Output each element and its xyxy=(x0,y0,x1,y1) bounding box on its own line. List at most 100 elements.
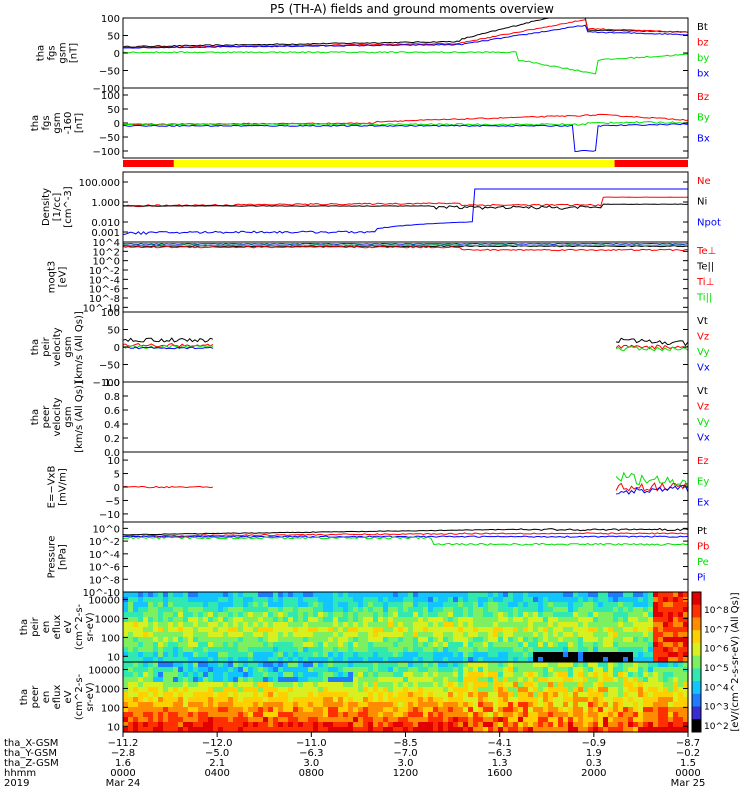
spectrogram-cell xyxy=(573,647,579,653)
spectrogram-cell xyxy=(583,617,589,623)
colorbar-cell xyxy=(692,668,701,682)
spectrogram-cell xyxy=(253,727,259,733)
spectrogram-cell xyxy=(373,592,379,598)
spectrogram-cell xyxy=(483,702,489,708)
spectrogram-cell xyxy=(353,692,359,698)
spectrogram-cell xyxy=(683,707,689,713)
spectrogram-cell xyxy=(188,642,194,648)
spectrogram-cell xyxy=(498,602,504,608)
spectrogram-cell xyxy=(538,652,544,658)
spectrogram-cell xyxy=(378,717,384,723)
spectrogram-cell xyxy=(213,632,219,638)
spectrogram-cell xyxy=(648,677,654,683)
spectrogram-cell xyxy=(503,637,509,643)
spectrogram-cell xyxy=(463,647,469,653)
x-tick-label: 1600 xyxy=(487,768,512,779)
spectrogram-cell xyxy=(583,607,589,613)
spectrogram-cell xyxy=(303,652,309,658)
spectrogram-cell xyxy=(638,657,644,663)
spectrogram-cell xyxy=(658,627,664,633)
spectrogram-cell xyxy=(623,617,629,623)
spectrogram-cell xyxy=(123,707,129,713)
spectrogram-cell xyxy=(383,612,389,618)
spectrogram-cell xyxy=(253,637,259,643)
spectrogram-cell xyxy=(468,692,474,698)
legend-Vt: Vt xyxy=(697,386,708,397)
y-tick-label: 50 xyxy=(107,105,120,116)
spectrogram-cell xyxy=(143,672,149,678)
spectrogram-cell xyxy=(223,622,229,628)
spectrogram-cell xyxy=(643,647,649,653)
spectrogram-cell xyxy=(163,602,169,608)
spectrogram-cell xyxy=(498,647,504,653)
spectrogram-cell xyxy=(528,722,534,728)
spectrogram-cell xyxy=(518,662,524,668)
spectrogram-cell xyxy=(608,687,614,693)
spectrogram-cell xyxy=(243,677,249,683)
spectrogram-cell xyxy=(148,632,154,638)
spectrogram-cell xyxy=(183,642,189,648)
spectrogram-cell xyxy=(633,682,639,688)
spectrogram-cell xyxy=(183,677,189,683)
spectrogram-cell xyxy=(208,597,214,603)
spectrogram-cell xyxy=(473,597,479,603)
spectrogram-cell xyxy=(498,642,504,648)
spectrogram-cell xyxy=(393,607,399,613)
spectrogram-cell xyxy=(358,597,364,603)
colorbar-cell xyxy=(692,642,701,657)
spectrogram-cell xyxy=(588,727,594,733)
spectrogram-cell xyxy=(213,717,219,723)
spectrogram-cell xyxy=(458,697,464,703)
spectrogram-cell xyxy=(643,672,649,678)
colorbar-cell xyxy=(692,592,701,606)
spectrogram-cell xyxy=(468,622,474,628)
spectrogram-cell xyxy=(288,692,294,698)
spectrogram-cell xyxy=(678,667,684,673)
y-axis-label: [km/s (All Qs)] xyxy=(74,381,85,453)
spectrogram-cell xyxy=(553,662,559,668)
spectrogram-cell xyxy=(373,652,379,658)
spectrogram-cell xyxy=(268,622,274,628)
spectrogram-cell xyxy=(393,642,399,648)
spectrogram-cell xyxy=(603,612,609,618)
spectrogram-cell xyxy=(513,717,519,723)
y-axis-label: gsm xyxy=(63,336,74,357)
spectrogram-cell xyxy=(138,672,144,678)
spectrogram-cell xyxy=(313,602,319,608)
spectrogram-cell xyxy=(263,657,269,663)
spectrogram-cell xyxy=(248,717,254,723)
spectrogram-cell xyxy=(253,617,259,623)
spectrogram-cell xyxy=(648,722,654,728)
spectrogram-cell xyxy=(138,677,144,683)
spectrogram-cell xyxy=(628,607,634,613)
spectrogram-cell xyxy=(613,632,619,638)
spectrogram-cell xyxy=(143,662,149,668)
spectrogram-cell xyxy=(473,702,479,708)
spectrogram-cell xyxy=(528,597,534,603)
spectrogram-cell xyxy=(528,622,534,628)
legend-Vz: Vz xyxy=(697,332,709,343)
spectrogram-cell xyxy=(198,722,204,728)
spectrogram-cell xyxy=(228,682,234,688)
spectrogram-cell xyxy=(303,612,309,618)
spectrogram-cell xyxy=(258,697,264,703)
spectrogram-cell xyxy=(143,627,149,633)
spectrogram-cell xyxy=(143,632,149,638)
spectrogram-cell xyxy=(318,687,324,693)
colorbar-tick-label: 10^3 xyxy=(704,703,729,713)
spectrogram-cell xyxy=(498,672,504,678)
spectrogram-cell xyxy=(293,632,299,638)
spectrogram-cell xyxy=(168,662,174,668)
spectrogram-cell xyxy=(178,607,184,613)
spectrogram-cell xyxy=(428,642,434,648)
spectrogram-cell xyxy=(538,672,544,678)
spectrogram-cell xyxy=(178,597,184,603)
spectrogram-cell xyxy=(478,602,484,608)
spectrogram-cell xyxy=(508,727,514,733)
spectrogram-cell xyxy=(223,722,229,728)
spectrogram-cell xyxy=(473,697,479,703)
spectrogram-cell xyxy=(483,622,489,628)
spectrogram-cell xyxy=(363,632,369,638)
spectrogram-cell xyxy=(353,727,359,733)
spectrogram-cell xyxy=(443,607,449,613)
